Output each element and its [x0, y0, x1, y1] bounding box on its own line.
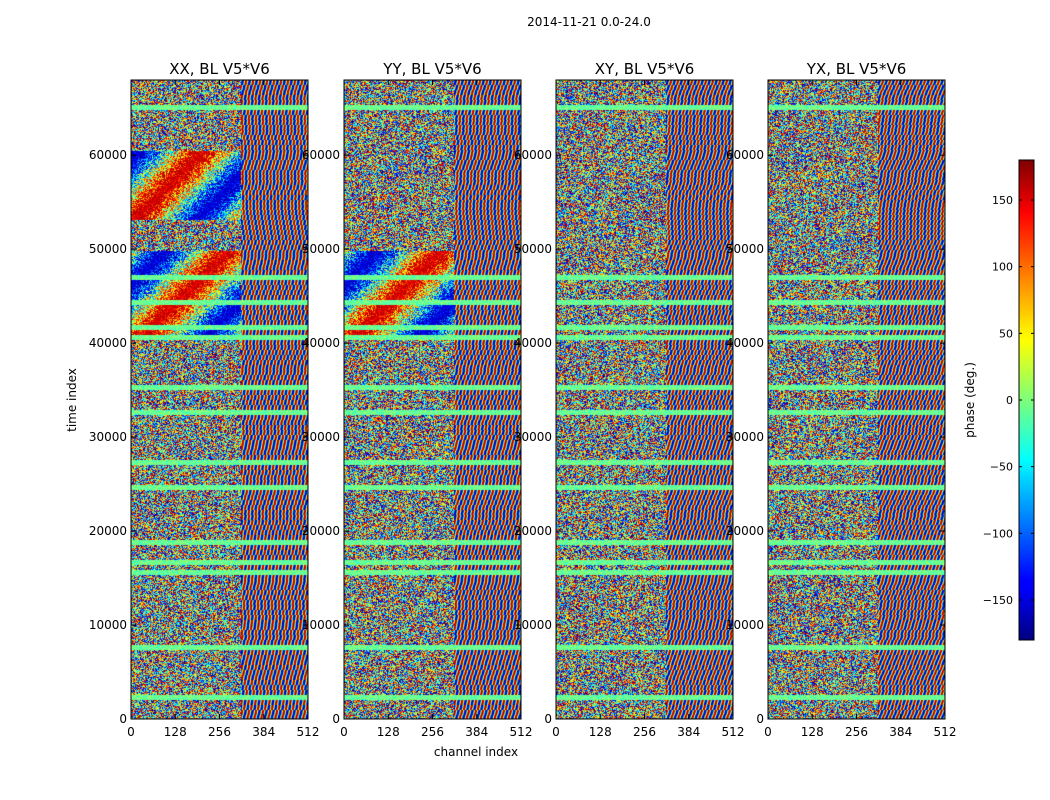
- y-tick-label: 50000: [302, 242, 340, 256]
- panel-1: XX, BL V5*V6 0 128 256 384 512 0 10000 20000 3000…: [89, 60, 320, 739]
- panel-4: YX, BL V5*V6 0 128 256 384 512 0 10000 20000 3000…: [726, 60, 957, 739]
- y-tick-label: 20000: [514, 524, 552, 538]
- x-tick-label: 0: [127, 725, 135, 739]
- panel-2: YY, BL V5*V6 0 128 256 384 512 0 10000 20000 3000…: [302, 60, 533, 739]
- x-tick-label: 128: [801, 725, 824, 739]
- x-tick-label: 0: [764, 725, 772, 739]
- colorbar: −150 −100 −50 0 50 100 150 phase (deg.): [963, 159, 1035, 641]
- panels: XX, BL V5*V6 0 128 256 384 512 0 10000 20000 3000…: [89, 60, 957, 739]
- y-tick-label: 60000: [726, 148, 764, 162]
- y-tick-label: 40000: [726, 336, 764, 350]
- y-tick-label: 0: [756, 712, 764, 726]
- panel-title: XY, BL V5*V6: [595, 60, 695, 78]
- y-tick-label: 60000: [514, 148, 552, 162]
- x-tick-label: 128: [164, 725, 187, 739]
- figure-title: 2014-11-21 0.0-24.0: [527, 15, 651, 29]
- x-tick-label: 0: [340, 725, 348, 739]
- x-tick-label: 256: [633, 725, 656, 739]
- y-tick-label: 20000: [302, 524, 340, 538]
- colorbar-tick-label: −50: [990, 461, 1013, 474]
- y-tick-label: 30000: [514, 430, 552, 444]
- y-tick-label: 20000: [89, 524, 127, 538]
- x-tick-label: 0: [552, 725, 560, 739]
- y-tick-label: 40000: [302, 336, 340, 350]
- phase-image: [131, 80, 308, 719]
- phase-image: [768, 80, 945, 719]
- colorbar-tick-label: 0: [1006, 394, 1013, 407]
- x-tick-label: 512: [510, 725, 533, 739]
- x-axis-label: channel index: [434, 745, 518, 759]
- x-tick-label: 512: [722, 725, 745, 739]
- y-tick-label: 30000: [89, 430, 127, 444]
- panel-title: XX, BL V5*V6: [169, 60, 270, 78]
- colorbar-tick-label: 100: [992, 261, 1013, 274]
- panel-3: XY, BL V5*V6 0 128 256 384 512 0 10000 20000 3000…: [514, 60, 745, 739]
- y-tick-label: 10000: [302, 618, 340, 632]
- y-tick-label: 0: [119, 712, 127, 726]
- y-tick-label: 40000: [89, 336, 127, 350]
- colorbar-tick-label: −150: [983, 594, 1013, 607]
- y-tick-label: 10000: [89, 618, 127, 632]
- x-tick-label: 128: [377, 725, 400, 739]
- x-tick-label: 128: [589, 725, 612, 739]
- y-tick-label: 0: [332, 712, 340, 726]
- y-tick-label: 10000: [726, 618, 764, 632]
- x-tick-label: 384: [252, 725, 275, 739]
- y-tick-label: 60000: [89, 148, 127, 162]
- y-tick-label: 50000: [726, 242, 764, 256]
- y-tick-label: 50000: [514, 242, 552, 256]
- x-tick-label: 384: [465, 725, 488, 739]
- panel-title: YY, BL V5*V6: [382, 60, 481, 78]
- colorbar-tick-label: −100: [983, 527, 1013, 540]
- phase-image: [344, 80, 521, 719]
- y-axis-label: time index: [65, 368, 79, 432]
- y-tick-label: 30000: [302, 430, 340, 444]
- y-tick-label: 10000: [514, 618, 552, 632]
- colorbar-tick-label: 150: [992, 194, 1013, 207]
- colorbar-ticks: −150 −100 −50 0 50 100 150: [983, 194, 1034, 607]
- colorbar-label: phase (deg.): [963, 362, 977, 438]
- x-tick-label: 256: [845, 725, 868, 739]
- x-tick-label: 256: [421, 725, 444, 739]
- y-tick-label: 50000: [89, 242, 127, 256]
- y-tick-label: 0: [544, 712, 552, 726]
- x-tick-label: 384: [889, 725, 912, 739]
- y-tick-label: 20000: [726, 524, 764, 538]
- x-tick-label: 512: [297, 725, 320, 739]
- x-tick-label: 384: [677, 725, 700, 739]
- y-tick-label: 60000: [302, 148, 340, 162]
- colorbar-tick-label: 50: [999, 327, 1013, 340]
- panel-title: YX, BL V5*V6: [806, 60, 907, 78]
- phase-image: [556, 80, 733, 719]
- y-tick-label: 40000: [514, 336, 552, 350]
- x-tick-label: 256: [208, 725, 231, 739]
- x-tick-label: 512: [934, 725, 957, 739]
- y-tick-label: 30000: [726, 430, 764, 444]
